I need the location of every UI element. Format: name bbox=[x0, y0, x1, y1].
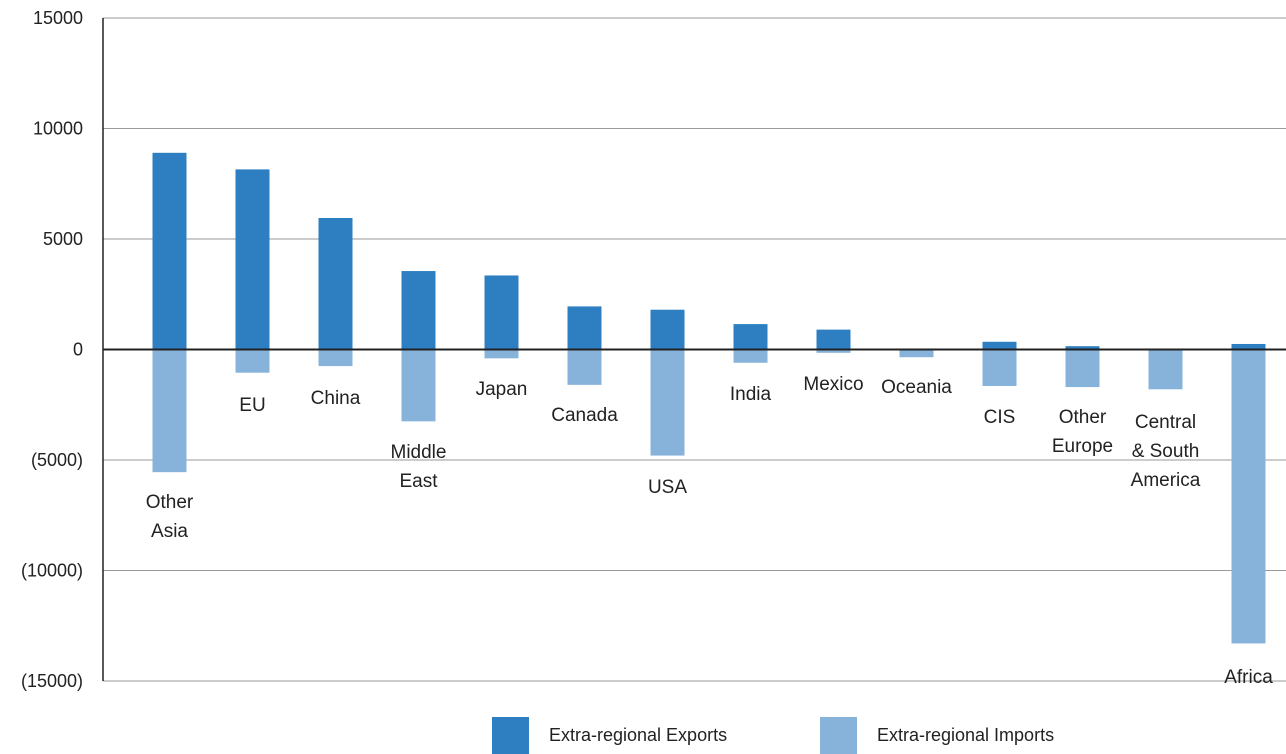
axes bbox=[102, 18, 1286, 681]
export-bar bbox=[152, 152, 187, 350]
import-bar bbox=[1148, 349, 1183, 390]
category-label: China bbox=[311, 388, 361, 409]
import-bar bbox=[152, 349, 187, 473]
category-labels: Other Asia EU China Middle East Japan Canada USA… bbox=[146, 374, 1273, 688]
export-bar bbox=[650, 309, 685, 350]
bars bbox=[152, 152, 1266, 644]
import-bar bbox=[733, 349, 768, 363]
legend-swatch bbox=[820, 717, 857, 754]
import-bar bbox=[401, 349, 436, 422]
export-bar bbox=[816, 329, 851, 350]
y-tick-label: 0 bbox=[73, 340, 83, 360]
y-tick-label: (10000) bbox=[21, 561, 83, 581]
legend-label: Extra-regional Imports bbox=[877, 725, 1054, 745]
export-bar bbox=[733, 324, 768, 350]
y-tick-label: 5000 bbox=[43, 229, 83, 249]
category-label: Japan bbox=[476, 379, 528, 400]
import-bar bbox=[1231, 349, 1266, 644]
y-tick-label: 10000 bbox=[33, 119, 83, 139]
category-label: India bbox=[730, 384, 772, 405]
export-bar bbox=[982, 341, 1017, 350]
export-bar bbox=[235, 169, 270, 350]
category-label: Middle East bbox=[391, 442, 447, 492]
gridlines bbox=[103, 17, 1286, 682]
category-label: Other Asia bbox=[146, 492, 194, 542]
category-label: Other Europe bbox=[1052, 407, 1113, 457]
legend-swatch bbox=[492, 717, 529, 754]
category-label: Canada bbox=[551, 405, 618, 426]
category-label: CIS bbox=[984, 407, 1016, 428]
import-bar bbox=[567, 349, 602, 385]
y-tick-label: (15000) bbox=[21, 671, 83, 691]
export-bar bbox=[484, 275, 519, 350]
export-bar bbox=[1065, 346, 1100, 350]
import-bar bbox=[484, 349, 519, 359]
export-bar bbox=[567, 306, 602, 350]
import-bar bbox=[235, 349, 270, 373]
y-tick-label: 15000 bbox=[33, 8, 83, 28]
import-bar bbox=[650, 349, 685, 456]
category-label: Mexico bbox=[803, 374, 863, 395]
export-bar bbox=[318, 218, 353, 350]
import-bar bbox=[1065, 349, 1100, 388]
export-bar bbox=[401, 271, 436, 350]
category-label: USA bbox=[648, 477, 687, 498]
y-tick-label: (5000) bbox=[31, 450, 83, 470]
category-label: EU bbox=[239, 395, 265, 416]
legend-label: Extra-regional Exports bbox=[549, 725, 727, 745]
legend: Extra-regional Exports Extra-regional Imp… bbox=[492, 717, 1054, 754]
category-label: Central & South America bbox=[1131, 412, 1201, 491]
y-tick-labels: 15000 10000 5000 0 (5000) (10000) (15000) bbox=[21, 8, 83, 691]
category-label: Oceania bbox=[881, 377, 952, 398]
import-bar bbox=[816, 349, 851, 353]
export-bar bbox=[1231, 343, 1266, 350]
import-bar bbox=[982, 349, 1017, 386]
category-label: Africa bbox=[1224, 667, 1273, 688]
import-bar bbox=[318, 349, 353, 367]
import-bar bbox=[899, 349, 934, 358]
